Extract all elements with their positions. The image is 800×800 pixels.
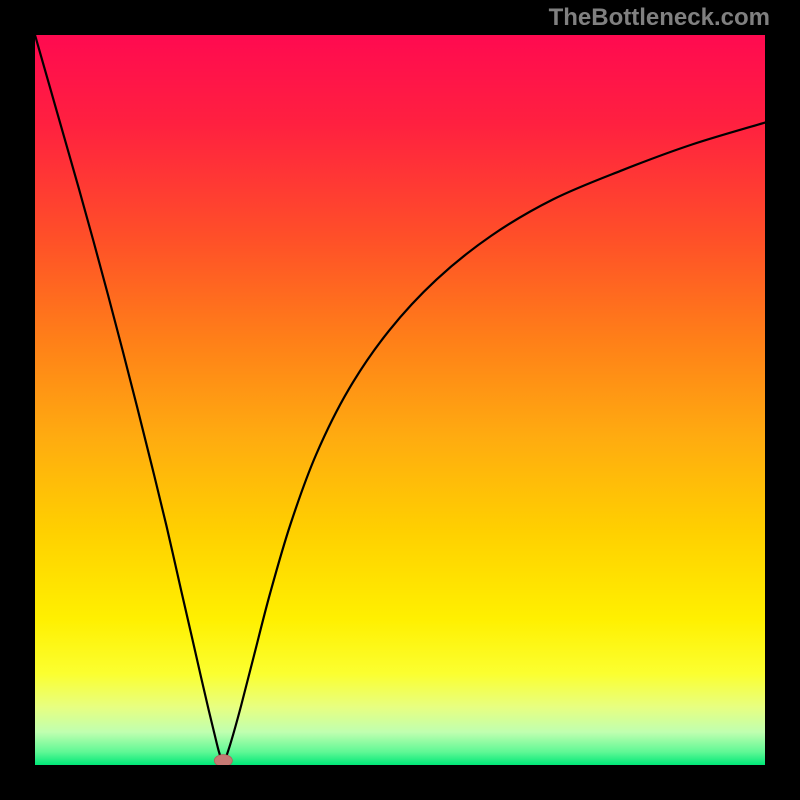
curve-left-branch bbox=[35, 35, 223, 765]
watermark-text: TheBottleneck.com bbox=[549, 4, 770, 32]
chart-svg bbox=[35, 35, 765, 765]
plot-area bbox=[35, 35, 765, 765]
curve-right-branch bbox=[223, 123, 765, 765]
bottleneck-marker bbox=[214, 755, 232, 765]
